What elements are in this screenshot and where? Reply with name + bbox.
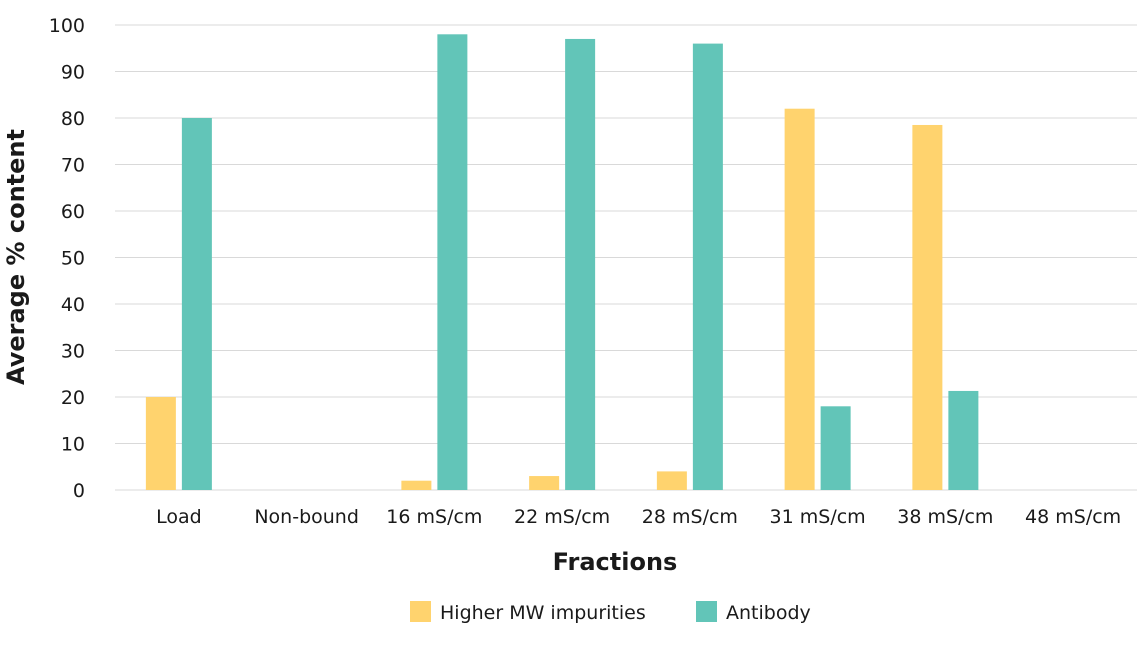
x-tick-label-load: Load — [156, 506, 202, 528]
x-tick-label-22-ms-cm: 22 mS/cm — [514, 506, 610, 528]
bar-antibody-31-ms-cm — [820, 406, 851, 490]
y-tick-label-40: 40 — [61, 294, 85, 316]
y-tick-label-90: 90 — [61, 62, 85, 84]
bar-antibody-22-ms-cm — [565, 38, 596, 490]
bar-antibody-16-ms-cm — [437, 34, 468, 491]
legend-label-antibody: Antibody — [726, 602, 811, 624]
legend: Higher MW impurities Antibody — [410, 601, 811, 624]
y-axis-title: Average % content — [2, 129, 30, 385]
bar-higher-mw-impurities-load — [145, 397, 176, 490]
legend-swatch-higher-mw-impurities — [410, 601, 431, 622]
bars — [145, 34, 979, 491]
bar-antibody-28-ms-cm — [692, 43, 723, 490]
bar-higher-mw-impurities-38-ms-cm — [912, 124, 943, 490]
y-axis-ticks: 0 10 20 30 40 50 60 70 80 90 100 — [49, 15, 85, 502]
bar-antibody-38-ms-cm — [948, 390, 979, 490]
x-axis-title: Fractions — [553, 548, 678, 576]
legend-label-higher-mw-impurities: Higher MW impurities — [440, 602, 646, 624]
x-axis-ticks: Load Non-bound 16 mS/cm 22 mS/cm 28 mS/cm 31 … — [156, 506, 1121, 528]
y-tick-label-20: 20 — [61, 387, 85, 409]
y-tick-label-50: 50 — [61, 248, 85, 270]
bar-higher-mw-impurities-31-ms-cm — [784, 108, 815, 490]
x-tick-label-31-ms-cm: 31 mS/cm — [770, 506, 866, 528]
bar-higher-mw-impurities-28-ms-cm — [656, 471, 687, 490]
y-tick-label-0: 0 — [73, 480, 85, 502]
gridlines — [115, 24, 1137, 491]
bar-higher-mw-impurities-16-ms-cm — [401, 480, 432, 490]
x-tick-label-48-ms-cm: 48 mS/cm — [1025, 506, 1121, 528]
y-tick-label-60: 60 — [61, 201, 85, 223]
bar-antibody-load — [181, 118, 212, 490]
x-tick-label-16-ms-cm: 16 mS/cm — [386, 506, 482, 528]
legend-swatch-antibody — [696, 601, 717, 622]
bar-higher-mw-impurities-22-ms-cm — [529, 476, 560, 490]
x-tick-label-non-bound: Non-bound — [254, 506, 359, 528]
x-tick-label-38-ms-cm: 38 mS/cm — [897, 506, 993, 528]
x-tick-label-28-ms-cm: 28 mS/cm — [642, 506, 738, 528]
y-tick-label-70: 70 — [61, 155, 85, 177]
y-tick-label-10: 10 — [61, 434, 85, 456]
y-tick-label-100: 100 — [49, 15, 85, 37]
y-tick-label-30: 30 — [61, 341, 85, 363]
y-tick-label-80: 80 — [61, 108, 85, 130]
